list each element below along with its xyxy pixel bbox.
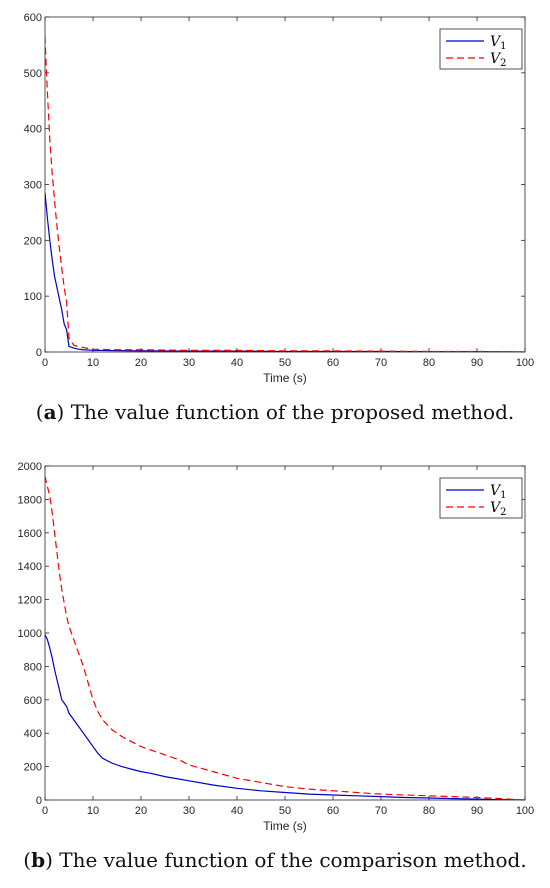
x-tick-label: 100 (516, 357, 534, 369)
x-tick-label: 0 (42, 805, 48, 817)
y-tick-label: 300 (24, 180, 42, 192)
y-tick-label: 200 (24, 235, 42, 247)
caption-b: (b) The value function of the comparison… (23, 848, 527, 872)
legend-box (439, 477, 523, 519)
x-tick-label: 70 (375, 357, 387, 369)
x-tick-label: 50 (279, 805, 291, 817)
legend-subscript: 2 (500, 58, 506, 69)
y-tick-label: 1000 (18, 628, 42, 640)
legend-box (439, 28, 523, 70)
y-tick-label: 0 (36, 795, 42, 807)
y-tick-label: 1200 (18, 595, 42, 607)
series-line-v2 (45, 475, 525, 800)
x-tick-label: 40 (231, 357, 243, 369)
caption-a-letter: a (43, 400, 57, 424)
series-line-v1 (45, 192, 525, 352)
chart-1: 0 10 20 30 40 50 60 70 80 90 100 0 100 200 300 400 500 60… (24, 12, 535, 385)
y-tick-label: 600 (24, 695, 42, 707)
y-tick-label: 400 (24, 124, 42, 136)
legend-subscript: 1 (500, 490, 506, 501)
caption-a: (a) The value function of the proposed m… (35, 400, 515, 424)
y-tick-label: 1600 (18, 528, 42, 540)
x-tick-label: 10 (87, 805, 99, 817)
y-tick-label: 0 (36, 347, 42, 359)
y-tick-label: 2000 (18, 461, 42, 473)
x-tick-label: 0 (42, 357, 48, 369)
y-tick-label: 1800 (18, 494, 42, 506)
y-tick-label: 800 (24, 661, 42, 673)
series-line-v1 (45, 634, 525, 800)
legend-subscript: 1 (500, 41, 506, 52)
x-axis-label: Time (s) (263, 819, 307, 833)
x-tick-label: 70 (375, 805, 387, 817)
y-tick-label: 1400 (18, 561, 42, 573)
x-tick-label: 20 (135, 357, 147, 369)
x-tick-label: 30 (183, 805, 195, 817)
x-tick-label: 40 (231, 805, 243, 817)
caption-a-text: The value function of the proposed metho… (64, 400, 515, 424)
series-line-v2 (45, 36, 525, 352)
chart-2: 0 10 20 30 40 50 60 70 80 90 100020040060080010001… (18, 461, 535, 833)
y-tick-label: 200 (24, 762, 42, 774)
caption-b-letter: b (31, 848, 46, 872)
x-tick-label: 30 (183, 357, 195, 369)
x-tick-label: 10 (87, 357, 99, 369)
y-tick-label: 400 (24, 728, 42, 740)
y-tick-label: 500 (24, 68, 42, 80)
x-tick-label: 80 (423, 805, 435, 817)
x-tick-label: 100 (516, 805, 534, 817)
x-tick-label: 60 (327, 805, 339, 817)
x-tick-label: 50 (279, 357, 291, 369)
y-tick-label: 600 (24, 12, 42, 24)
x-axis-label: Time (s) (263, 371, 307, 385)
caption-b-text: The value function of the comparison met… (52, 848, 527, 872)
x-tick-label: 90 (471, 357, 483, 369)
x-tick-label: 60 (327, 357, 339, 369)
x-tick-label: 20 (135, 805, 147, 817)
x-tick-label: 90 (471, 805, 483, 817)
y-tick-label: 100 (24, 291, 42, 303)
legend-subscript: 2 (500, 507, 506, 518)
x-tick-label: 80 (423, 357, 435, 369)
